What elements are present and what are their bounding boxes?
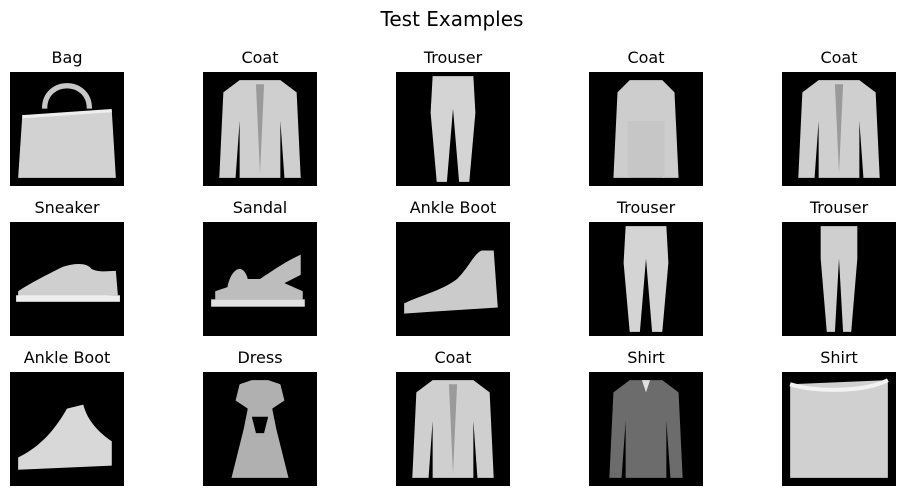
example-label: Trouser: [423, 48, 483, 67]
shirt-image: [589, 372, 703, 486]
figure-title: Test Examples: [380, 7, 524, 31]
trouser-image: [589, 222, 703, 336]
sneaker-image: [10, 222, 124, 336]
example-label: Ankle Boot: [409, 198, 497, 217]
sandal-image: [203, 222, 317, 336]
coat-image: [396, 372, 510, 486]
example-label: Ankle Boot: [23, 348, 111, 367]
example-label: Trouser: [809, 198, 869, 217]
example-label: Sandal: [232, 198, 288, 217]
coat-image: [782, 72, 896, 186]
example-label: Bag: [51, 48, 83, 67]
dress-image: [203, 372, 317, 486]
ankle-boot-image: [10, 372, 124, 486]
trouser-image: [396, 72, 510, 186]
example-label: Coat: [627, 48, 665, 67]
example-label: Shirt: [627, 348, 665, 367]
example-label: Shirt: [820, 348, 858, 367]
shirt-image: [782, 372, 896, 486]
example-label: Trouser: [616, 198, 676, 217]
example-label: Sneaker: [34, 198, 100, 217]
example-label: Coat: [241, 48, 279, 67]
coat-image: [203, 72, 317, 186]
trouser-image: [782, 222, 896, 336]
example-label: Dress: [237, 348, 283, 367]
coat-image: [589, 72, 703, 186]
example-label: Coat: [820, 48, 858, 67]
example-label: Coat: [434, 348, 472, 367]
ankle-boot-image: [396, 222, 510, 336]
bag-image: [10, 72, 124, 186]
